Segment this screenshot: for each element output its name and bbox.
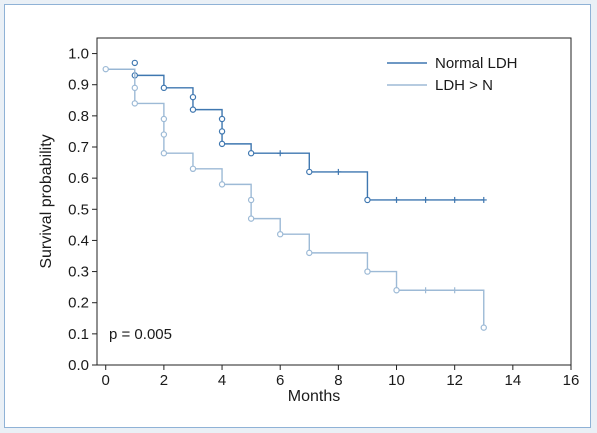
x-tick-label: 14 (504, 372, 521, 389)
x-axis-label: Months (288, 388, 340, 405)
y-tick-label: 0.1 (68, 326, 89, 343)
y-tick-label: 0.9 (68, 77, 89, 94)
x-tick-label: 16 (563, 372, 580, 389)
y-tick-label: 0.4 (68, 232, 89, 249)
event-marker (247, 196, 255, 204)
event-marker (218, 115, 226, 123)
y-tick-label: 0.5 (68, 201, 89, 218)
event-marker (480, 324, 487, 331)
axes: 0 2 4 6 8 10 12 14 16 0.0 0.1 0.2 0.3 0.4 0.5 0.6 0.7 0.8… (68, 37, 580, 389)
censor-mark (422, 196, 429, 203)
legend: Normal LDH LDH > N (387, 55, 518, 94)
x-tick-label: 12 (446, 372, 463, 389)
censor-mark (393, 196, 400, 203)
x-tick-label: 4 (218, 372, 226, 389)
series-layer (102, 59, 487, 331)
event-marker (189, 93, 197, 101)
series-1 (102, 65, 487, 331)
censor-mark (451, 287, 458, 294)
censor-mark (451, 196, 458, 203)
event-marker (364, 196, 371, 204)
event-marker (160, 131, 168, 138)
event-marker (364, 268, 371, 275)
event-marker (189, 165, 197, 172)
x-tick-label: 10 (388, 372, 405, 389)
event-marker (189, 106, 197, 113)
event-marker (306, 168, 313, 176)
event-marker (277, 230, 284, 238)
x-tick-label: 0 (102, 372, 110, 389)
y-tick-label: 0.2 (68, 295, 89, 312)
event-marker (218, 140, 226, 148)
chart-frame: 0 2 4 6 8 10 12 14 16 0.0 0.1 0.2 0.3 0.4 0.5 0.6 0.7 0.8… (4, 4, 591, 428)
y-tick-label: 0.7 (68, 139, 89, 156)
legend-label: LDH > N (435, 77, 493, 94)
y-tick-label: 0.8 (68, 108, 89, 125)
event-marker (131, 59, 139, 67)
legend-label: Normal LDH (435, 55, 518, 72)
x-tick-label: 8 (334, 372, 342, 389)
censor-mark (480, 196, 487, 203)
y-axis-label: Survival probability (38, 134, 55, 268)
series-line (105, 68, 485, 328)
series-0 (105, 59, 487, 204)
censor-mark (422, 287, 429, 294)
y-tick-label: 0.0 (68, 357, 89, 374)
y-tick-label: 1.0 (68, 46, 89, 63)
legend-item: Normal LDH (387, 55, 518, 72)
event-marker (247, 215, 255, 222)
y-tick-label: 0.6 (68, 170, 89, 187)
legend-item: LDH > N (387, 77, 493, 94)
event-marker (393, 287, 400, 294)
p-value-annotation: p = 0.005 (109, 326, 172, 343)
event-marker (218, 181, 226, 188)
x-tick-label: 2 (160, 372, 168, 389)
event-marker (160, 115, 168, 123)
x-tick-label: 6 (276, 372, 284, 389)
event-marker (102, 65, 109, 73)
event-marker (247, 150, 255, 157)
event-marker (131, 100, 139, 107)
event-marker (160, 84, 168, 92)
censor-mark (335, 168, 342, 175)
censor-mark (277, 150, 284, 157)
y-tick-label: 0.3 (68, 264, 89, 281)
event-marker (160, 150, 168, 157)
event-marker (306, 249, 313, 257)
event-marker (131, 84, 139, 92)
event-marker (218, 128, 226, 135)
survival-chart: 0 2 4 6 8 10 12 14 16 0.0 0.1 0.2 0.3 0.4 0.5 0.6 0.7 0.8… (38, 37, 580, 405)
plot-border (96, 37, 572, 366)
